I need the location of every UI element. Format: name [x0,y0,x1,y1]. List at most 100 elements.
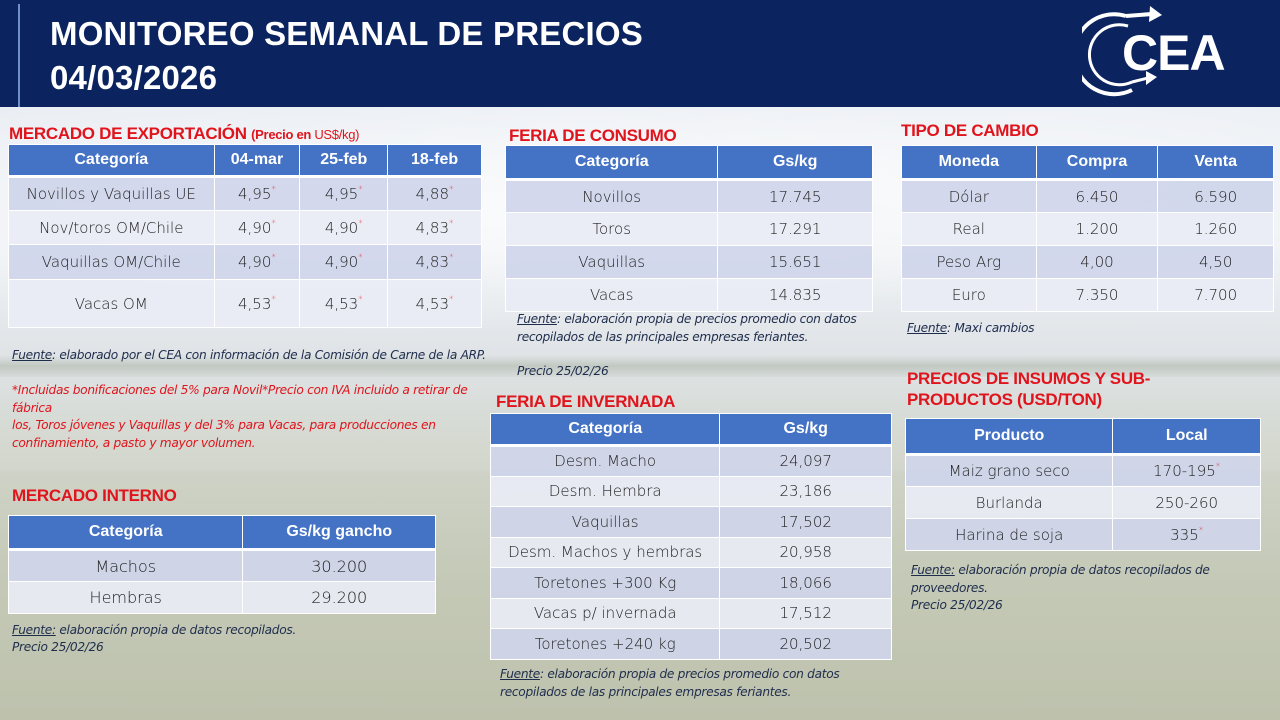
exchange-rate-title: TIPO DE CAMBIO [901,121,1039,140]
table-row: Vacas OM 4,53* 4,53* 4,53* [8,279,482,328]
category-cell: Toros [504,212,719,246]
col-header: Categoría [8,144,215,178]
currency-cell: Euro [901,278,1037,312]
logo-arrows-icon [1072,6,1162,97]
category-cell: Desm. Machos y hembras [489,536,721,568]
category-cell: Novillos [504,179,719,213]
price-cell: 23,186 [719,475,892,507]
export-title-text: MERCADO DE EXPORTACIÓN [9,124,247,143]
inputs-title-line1: PRECIOS DE INSUMOS Y SUB- [907,369,1151,388]
price-cell: 14.835 [717,278,873,312]
export-footnote-2: los, Toros jóvenes y Vaquillas y del 3% … [12,418,436,450]
buy-cell: 6.450 [1035,179,1159,213]
table-row: Toretones +240 kg 20,502 [489,628,892,660]
table-header-row: Producto Local [904,418,1261,456]
col-header: 25-feb [299,144,389,178]
page-title: MONITOREO SEMANAL DE PRECIOS [50,15,643,52]
internal-market-title: MERCADO INTERNO [12,486,177,505]
table-row: Burlanda 250-260 [904,486,1261,519]
price-cell: 17.291 [717,212,873,246]
category-cell: Novillos y Vaquillas UE [8,176,215,211]
price-cell: 15.651 [717,245,873,279]
price-cell: 4,95* [299,176,389,211]
table-row: Vacas p/ invernada 17,512 [489,597,892,629]
price-cell: 17,502 [719,506,892,538]
consumo-source-note: Fuente: elaboración propia de precios pr… [517,311,877,346]
price-cell: 4,83* [387,210,482,245]
source-label: Fuente: [12,623,56,637]
source-label: Fuente [12,348,52,362]
invernada-fair-table: Categoría Gs/kg Desm. Macho 24,097 Desm.… [489,413,892,660]
category-cell: Vacas p/ invernada [489,597,721,629]
table-header-row: Categoría Gs/kg gancho [7,515,436,551]
consumo-price-date: Precio 25/02/26 [517,364,609,378]
exchange-rate-table: Moneda Compra Venta Dólar 6.450 6.590 Re… [901,145,1274,312]
source-text: elaboración propia de datos recopilados. [55,623,296,637]
header-banner: MONITOREO SEMANAL DE PRECIOS 04/03/2026 … [0,0,1280,107]
logo-text: CEA [1122,25,1226,81]
col-header: Gs/kg [719,413,892,447]
price-cell: 30.200 [242,549,436,582]
product-cell: Harina de soja [904,518,1114,551]
table-row: Dólar 6.450 6.590 [901,179,1274,213]
currency-cell: Real [901,212,1037,246]
table-row: Peso Arg 4,00 4,50 [901,245,1274,279]
price-cell: 20,958 [719,536,892,568]
table-row: Maiz grano seco 170-195* [904,454,1261,487]
category-cell: Toretones +240 kg [489,628,721,660]
price-cell: 4,90* [213,210,301,245]
source-label: Fuente [907,321,947,335]
invernada-fair-title: FERIA DE INVERNADA [496,392,676,411]
price-cell: 17.745 [717,179,873,213]
col-header: Local [1112,418,1261,456]
col-header: Compra [1035,145,1159,181]
price-cell: 4,53* [299,279,389,328]
source-label: Fuente: [911,563,955,577]
category-cell: Vaquillas OM/Chile [8,244,215,280]
table-row: Vaquillas OM/Chile 4,90* 4,90* 4,83* [8,244,482,280]
price-cell: 250-260 [1112,486,1261,519]
table-row: Nov/toros OM/Chile 4,90* 4,90* 4,83* [8,210,482,245]
sell-cell: 1.260 [1157,212,1274,246]
category-cell: Desm. Hembra [489,475,721,507]
col-header: Categoría [489,413,721,447]
table-row: Vacas 14.835 [504,278,873,312]
table-header-row: Categoría Gs/kg [504,145,873,181]
price-cell: 4,88* [387,176,482,211]
table-row: Vaquillas 15.651 [504,245,873,279]
table-row: Novillos y Vaquillas UE 4,95* 4,95* 4,88… [8,176,482,211]
export-market-title: MERCADO DE EXPORTACIÓN (Precio en US$/kg… [9,124,359,145]
col-header: Gs/kg gancho [242,515,436,551]
price-cell: 4,90* [299,210,389,245]
price-cell: 4,90* [299,244,389,280]
category-cell: Vacas OM [8,279,215,328]
inputs-price-date: Precio 25/02/26 [911,598,1003,612]
export-source-note: Fuente: elaborado por el CEA con informa… [12,347,487,365]
table-row: Toretones +300 Kg 18,066 [489,567,892,599]
category-cell: Machos [7,549,244,582]
price-cell: 4,53* [213,279,301,328]
category-cell: Nov/toros OM/Chile [8,210,215,245]
table-row: Machos 30.200 [7,549,436,582]
source-text: : elaboración propia de precios promedio… [517,312,857,344]
source-text: : Maxi cambios [946,321,1035,335]
internal-source-note: Fuente: elaboración propia de datos reco… [12,622,432,640]
background-horizon [0,355,1280,377]
col-header: Moneda [901,145,1037,181]
table-row: Harina de soja 335* [904,518,1261,551]
category-cell: Toretones +300 Kg [489,567,721,599]
table-row: Toros 17.291 [504,212,873,246]
consumo-fair-table: Categoría Gs/kg Novillos 17.745 Toros 17… [504,145,873,312]
table-row: Novillos 17.745 [504,179,873,213]
cea-logo: CEA [1072,6,1242,101]
price-cell: 4,53* [387,279,482,328]
export-unit-prefix: (Precio en [251,127,312,142]
source-label: Fuente [517,312,557,326]
invernada-source-note: Fuente: elaboración propia de precios pr… [500,666,875,701]
table-header-row: Categoría 04-mar 25-feb 18-feb [8,144,482,178]
export-table: Categoría 04-mar 25-feb 18-feb Novillos … [8,144,482,328]
inputs-prices-title: PRECIOS DE INSUMOS Y SUB- PRODUCTOS (USD… [907,368,1150,410]
buy-cell: 7.350 [1035,278,1159,312]
col-header: Categoría [504,145,719,181]
price-cell: 335* [1112,518,1261,551]
